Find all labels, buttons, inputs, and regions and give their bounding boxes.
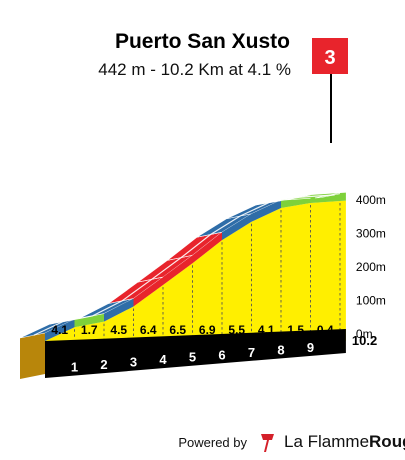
brand-name: La FlammeRouge: [284, 432, 405, 451]
gradient-segment-edge: [222, 213, 252, 241]
altitude-tick-label: 0m: [356, 327, 373, 341]
distance-base-band: [45, 329, 346, 378]
km-label: 8: [277, 342, 284, 357]
km-label: 4: [159, 352, 167, 367]
gradient-segment-edge: [163, 255, 193, 286]
footer: Powered by La FlammeRouge: [0, 432, 405, 456]
km-label: 3: [130, 355, 137, 370]
altitude-tick-label: 300m: [356, 227, 386, 241]
km-label: 9: [307, 340, 314, 355]
km-label: 7: [248, 345, 255, 360]
climb-stats: 442 m - 10.2 Km at 4.1 %: [98, 60, 291, 79]
km-label: 6: [218, 347, 225, 362]
gradient-segment-edge: [74, 313, 104, 328]
gradient-label: 1.7: [81, 323, 98, 337]
flag-banner: [312, 38, 348, 74]
flame-logo-icon: [261, 434, 274, 452]
km-label: 2: [100, 357, 107, 372]
gradient-label: 6.5: [169, 323, 186, 337]
gradient-segment-edge: [340, 192, 346, 201]
gradient-label: 4.1: [51, 323, 68, 337]
gradient-segment-edge: [251, 200, 281, 222]
km-label: 1: [71, 360, 78, 375]
climb-title: Puerto San Xusto: [114, 30, 290, 53]
total-distance-label: 10.2: [352, 333, 377, 348]
gradient-label: 6.9: [199, 323, 216, 337]
gradient-label: 6.4: [140, 323, 157, 337]
gradient-segment-edge: [133, 277, 163, 307]
gradient-label: 4.5: [110, 323, 127, 337]
gradient-segment-edge: [45, 319, 75, 341]
altitude-tick-label: 200m: [356, 260, 386, 274]
gradient-segment-edge: [104, 298, 134, 322]
category-flag: 3: [312, 38, 348, 143]
powered-by-label: Powered by: [178, 435, 247, 450]
profile-highlight-line: [33, 194, 335, 336]
km-label: 5: [189, 350, 196, 365]
altitude-tick-label: 400m: [356, 193, 386, 207]
altitude-tick-label: 100m: [356, 294, 386, 308]
flag-number: 3: [324, 47, 335, 69]
profile-front-face: [45, 200, 346, 341]
profile-side-face: [20, 333, 45, 379]
gradient-segment-edge: [192, 232, 222, 264]
